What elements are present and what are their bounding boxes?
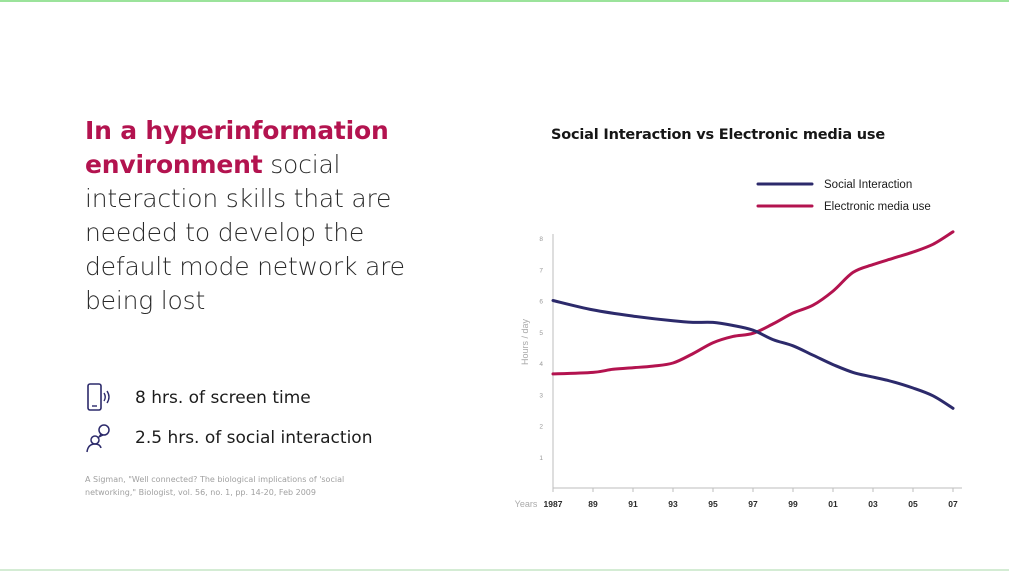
legend-label-electronic-media-use: Electronic media use (824, 201, 931, 213)
x-tick-label: 01 (828, 499, 838, 509)
y-tick-label: 8 (539, 236, 543, 243)
x-tick-label: 05 (908, 499, 918, 509)
bottom-line (0, 569, 1009, 571)
series-line-social-interaction (551, 299, 955, 410)
x-tick-label: 03 (868, 499, 878, 509)
y-tick-label: 6 (539, 299, 543, 306)
series-line-electronic-media-use (551, 230, 955, 376)
y-tick-label: 4 (539, 361, 543, 368)
y-tick-label: 1 (539, 455, 543, 462)
y-axis-label: Hours / day (520, 318, 530, 365)
x-tick-label: 97 (748, 499, 758, 509)
x-tick-label: 93 (668, 499, 678, 509)
y-tick-label: 7 (539, 267, 543, 274)
top-accent-line (0, 0, 1009, 2)
stat-screen-time: 8 hrs. of screen time (85, 382, 311, 414)
x-tick-label: 95 (708, 499, 718, 509)
x-tick-label: 89 (588, 499, 598, 509)
stat-screen-time-text: 8 hrs. of screen time (135, 388, 311, 408)
phone-icon (85, 382, 115, 414)
y-tick-label: 2 (539, 424, 543, 431)
x-tick-label: 07 (948, 499, 958, 509)
headline-highlight: In a hyperinformation environment (85, 116, 389, 179)
y-tick-label: 3 (539, 392, 543, 399)
chart-title: Social Interaction vs Electronic media u… (551, 127, 885, 143)
x-tick-label: 99 (788, 499, 798, 509)
x-tick-label: 91 (628, 499, 638, 509)
x-axis-label: Years (515, 499, 538, 509)
headline-rest: social interaction skills that are neede… (85, 150, 405, 315)
slide-headline: In a hyperinformation environment social… (85, 114, 445, 318)
line-chart: 1 2 3 4 5 6 7 8 1987 89 91 93 95 97 99 01 03 05 07 Years Hou… (515, 179, 962, 509)
legend-label-social-interaction: Social Interaction (824, 179, 912, 191)
y-tick-label: 5 (539, 330, 543, 337)
x-tick-label: 1987 (544, 499, 563, 509)
stat-social-interaction-text: 2.5 hrs. of social interaction (135, 428, 373, 448)
stat-social-interaction: 2.5 hrs. of social interaction (85, 422, 372, 454)
person-speech-icon (85, 422, 115, 454)
citation: A Sigman, "Well connected? The biologica… (85, 475, 345, 497)
